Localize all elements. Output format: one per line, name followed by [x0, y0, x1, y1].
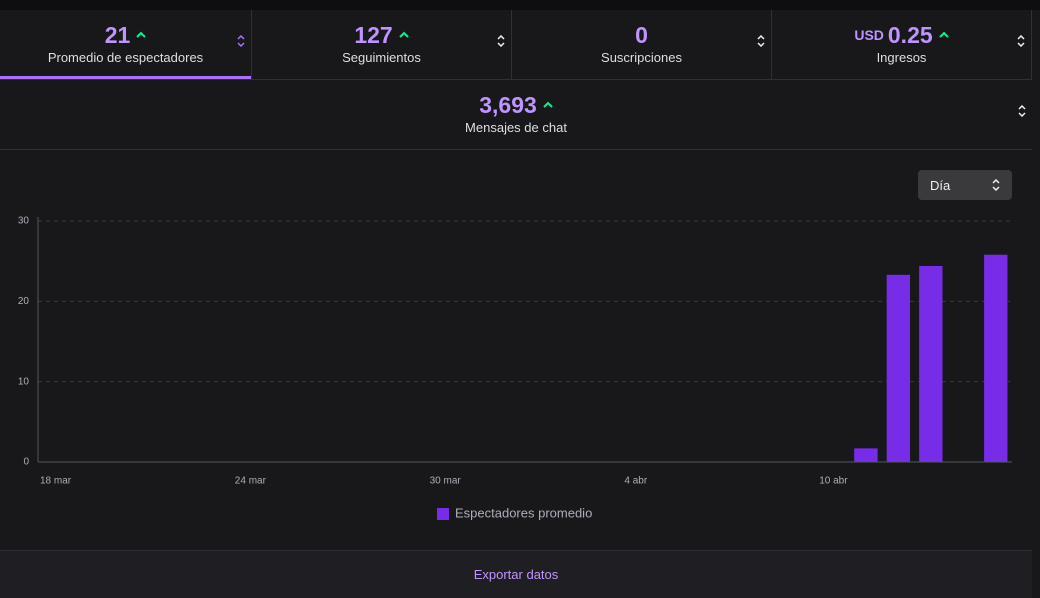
- stat-cards: 21 Promedio de espectadores 127 Seguimie…: [0, 10, 1032, 80]
- up-arrow: [136, 31, 147, 38]
- stat-label: Seguimientos: [342, 50, 421, 65]
- stat-value: 3,693: [479, 91, 537, 118]
- y-tick-label: 10: [18, 376, 30, 387]
- y-tick-label: 0: [23, 457, 29, 468]
- y-tick-label: 20: [18, 296, 30, 307]
- stat-card[interactable]: 127 Seguimientos: [252, 10, 512, 79]
- stat-value: 0.25: [887, 21, 933, 48]
- top-strip: [0, 0, 1040, 10]
- up-arrow: [543, 101, 553, 108]
- legend-label: Espectadores promedio: [455, 505, 592, 520]
- stat-prefix: USD: [854, 27, 884, 43]
- stat-card[interactable]: USD 0.25 Ingresos: [772, 10, 1032, 79]
- dropdown-icon: [992, 179, 1000, 191]
- bar: [984, 254, 1008, 462]
- sort-icon: [497, 35, 505, 47]
- y-tick-label: 30: [18, 216, 30, 227]
- stat-label: Ingresos: [876, 50, 927, 65]
- stat-label: Mensajes de chat: [465, 120, 567, 135]
- x-tick-label: 4 abr: [624, 476, 647, 487]
- sort-icon: [1017, 35, 1025, 47]
- sort-icon: [237, 35, 245, 47]
- x-tick-label: 30 mar: [430, 476, 462, 487]
- up-arrow: [938, 31, 949, 38]
- stat-card[interactable]: 0 Suscripciones: [512, 10, 772, 79]
- sort-icon: [1018, 105, 1026, 117]
- dropdown-label: Día: [930, 178, 951, 193]
- stat-value: 0: [635, 21, 648, 48]
- bar: [854, 448, 878, 462]
- bar: [886, 274, 911, 462]
- sort-icon: [757, 35, 765, 47]
- bar: [919, 265, 943, 462]
- x-tick-label: 10 abr: [819, 476, 848, 487]
- up-arrow: [398, 31, 409, 38]
- chart: 0 10 20 30 18 mar 24 mar 30 mar 4 abr 10 abr Espe…: [18, 216, 1012, 520]
- chat-card[interactable]: 3,693 Mensajes de chat: [0, 80, 1032, 150]
- stat-value: 21: [104, 21, 131, 48]
- x-tick-label: 24 mar: [235, 476, 267, 487]
- stat-value: 127: [354, 21, 393, 48]
- stat-label: Promedio de espectadores: [47, 50, 204, 65]
- period-dropdown[interactable]: Día: [918, 170, 1012, 200]
- stat-label: Suscripciones: [601, 50, 682, 65]
- x-tick-label: 18 mar: [40, 476, 72, 487]
- export-button[interactable]: Exportar datos: [0, 550, 1032, 598]
- stat-card[interactable]: 21 Promedio de espectadores: [0, 10, 252, 79]
- legend-swatch: [437, 508, 449, 520]
